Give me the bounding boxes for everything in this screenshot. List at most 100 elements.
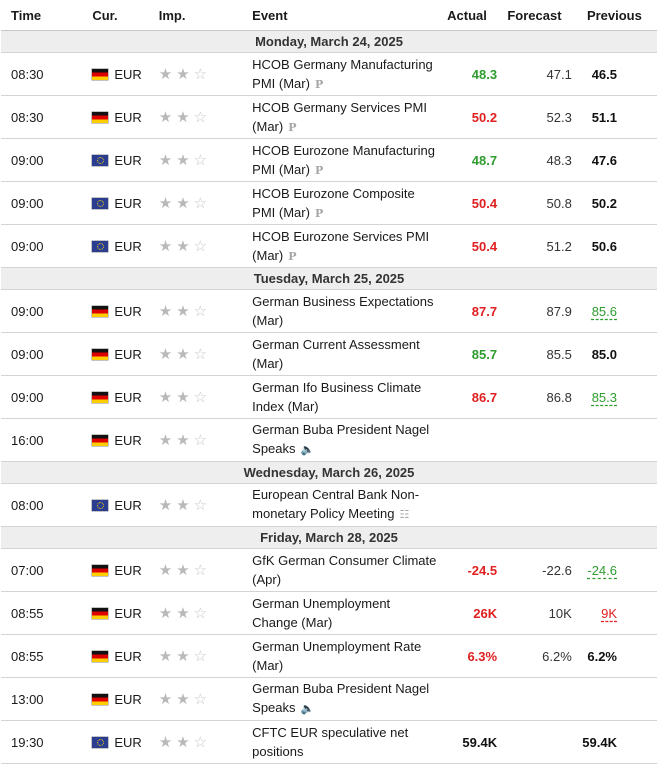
importance-cell: ★★☆ [158,181,253,225]
event-row[interactable]: 08:55 EUR ★★☆ German Unemployment Change (M… [1,591,657,635]
event-row[interactable]: 08:55 EUR ★★☆ German Unemployment Rate (Mar… [1,634,657,678]
event-name[interactable]: German Business Expectations (Mar) [252,294,434,328]
importance-cell: ★★☆ [158,634,253,678]
event-cell: German Buba President Nagel Speaks 🔈 [252,418,437,462]
event-name[interactable]: GfK German Consumer Climate (Apr) [252,553,437,587]
event-name[interactable]: German Ifo Business Climate Index (Mar) [252,380,422,414]
importance-cell: ★★☆ [158,483,253,527]
eu-flag-icon [92,736,109,748]
event-row[interactable]: 09:00 EUR ★★☆ HCOB Eurozone Manufacturing P… [1,138,657,182]
importance-cell: ★★☆ [158,720,253,764]
star-filled-icon: ★ [158,238,177,255]
header-previous[interactable]: Previous [571,0,657,31]
star-filled-icon: ★ [158,109,177,126]
star-filled-icon: ★ [158,346,177,363]
event-row[interactable]: 08:00 EUR ★★☆ European Central Bank Non-mon… [1,483,657,527]
star-empty-icon: ☆ [193,562,212,579]
document-icon: ☷ [399,509,410,521]
importance-cell: ★★☆ [158,591,253,635]
event-name[interactable]: HCOB Germany Services PMI (Mar) P [252,98,437,137]
event-time: 19:30 [1,720,93,764]
event-row[interactable]: 19:30 EUR ★★☆ CFTC EUR speculative net posi… [1,720,657,764]
event-name[interactable]: HCOB Germany Manufacturing PMI (Mar) P [252,55,437,94]
importance-stars: ★★☆ [159,691,211,708]
event-row[interactable]: 08:30 EUR ★★☆ HCOB Germany Manufacturing PM… [1,52,657,96]
event-name[interactable]: German Unemployment Change (Mar) [252,596,391,630]
event-cell: HCOB Eurozone Composite PMI (Mar) P [252,181,437,225]
previous-cell [571,418,657,462]
importance-stars: ★★☆ [159,605,211,622]
forecast-value [497,483,572,527]
event-name[interactable]: HCOB Eurozone Manufacturing PMI (Mar) P [252,141,437,180]
currency-code: EUR [114,66,142,82]
previous-value: 50.6 [591,238,617,254]
actual-value [436,418,498,462]
event-time: 13:00 [1,677,93,721]
star-filled-icon: ★ [176,346,194,363]
previous-value[interactable]: -24.6 [587,562,617,578]
event-cell: German Current Assessment (Mar) [252,332,437,376]
speaker-icon: 🔈 [300,444,315,456]
day-header-row: Friday, March 28, 2025 [1,526,657,549]
event-name[interactable]: German Buba President Nagel Speaks 🔈 [252,420,437,460]
currency-code: EUR [114,605,142,621]
event-name[interactable]: HCOB Eurozone Services PMI (Mar) P [252,227,437,266]
event-name[interactable]: German Buba President Nagel Speaks 🔈 [252,679,437,719]
germany-flag-icon [92,68,109,80]
event-row[interactable]: 09:00 EUR ★★☆ German Ifo Business Climate I… [1,375,657,419]
event-row[interactable]: 09:00 EUR ★★☆ HCOB Eurozone Services PMI (M… [1,224,657,268]
event-row[interactable]: 08:30 EUR ★★☆ HCOB Germany Services PMI (Ma… [1,95,657,139]
header-time[interactable]: Time [1,0,93,31]
event-currency-cell: EUR [92,418,159,462]
actual-value: 48.7 [436,138,498,182]
previous-value[interactable]: 85.3 [591,389,617,405]
previous-wrap: 85.6 [592,304,657,319]
header-actual[interactable]: Actual [436,0,498,31]
currency-code: EUR [114,109,142,125]
event-name[interactable]: European Central Bank Non-monetary Polic… [252,485,437,525]
actual-value [436,483,498,527]
actual-value: 26K [436,591,498,635]
germany-flag-icon [92,693,109,705]
event-row[interactable]: 09:00 EUR ★★☆ German Current Assessment (Ma… [1,332,657,376]
previous-cell: 51.1 [571,95,657,139]
importance-stars: ★★☆ [159,238,211,255]
header-importance[interactable]: Imp. [158,0,253,31]
header-event[interactable]: Event [252,0,437,31]
header-currency[interactable]: Cur. [92,0,159,31]
importance-stars: ★★☆ [159,389,211,406]
star-empty-icon: ☆ [193,432,212,449]
event-name[interactable]: German Current Assessment (Mar) [252,337,420,371]
star-filled-icon: ★ [158,562,177,579]
star-filled-icon: ★ [158,648,177,665]
event-row[interactable]: 13:00 EUR ★★☆ German Buba President Nagel S… [1,677,657,721]
header-forecast[interactable]: Forecast [497,0,572,31]
previous-cell: 50.6 [571,224,657,268]
event-cell: HCOB Eurozone Manufacturing PMI (Mar) P [252,138,437,182]
previous-wrap: 46.5 [592,67,657,82]
event-cell: European Central Bank Non-monetary Polic… [252,483,437,527]
preliminary-icon: P [314,77,324,91]
event-currency-cell: EUR [92,677,159,721]
event-name[interactable]: HCOB Eurozone Composite PMI (Mar) P [252,184,437,223]
event-row[interactable]: 07:00 EUR ★★☆ GfK German Consumer Climate (… [1,548,657,592]
event-row[interactable]: 09:00 EUR ★★☆ German Business Expectations … [1,289,657,333]
forecast-value: 51.2 [497,224,572,268]
event-name[interactable]: German Unemployment Rate (Mar) [252,639,422,673]
speaker-icon: 🔈 [300,703,315,715]
star-empty-icon: ☆ [193,691,212,708]
preliminary-icon: P [288,249,297,263]
previous-value[interactable]: 85.6 [591,303,617,319]
currency-code: EUR [114,648,142,664]
event-name[interactable]: CFTC EUR speculative net positions [252,725,409,759]
event-row[interactable]: 09:00 EUR ★★☆ HCOB Eurozone Composite PMI (… [1,181,657,225]
previous-value[interactable]: 9K [601,605,617,621]
event-row[interactable]: 16:00 EUR ★★☆ German Buba President Nagel S… [1,418,657,462]
event-currency-cell: EUR [92,181,159,225]
star-filled-icon: ★ [176,152,194,169]
event-time: 08:30 [1,52,93,96]
previous-wrap: 47.6 [592,153,657,168]
event-cell: HCOB Germany Manufacturing PMI (Mar) P [252,52,437,96]
event-currency-cell: EUR [92,332,159,376]
